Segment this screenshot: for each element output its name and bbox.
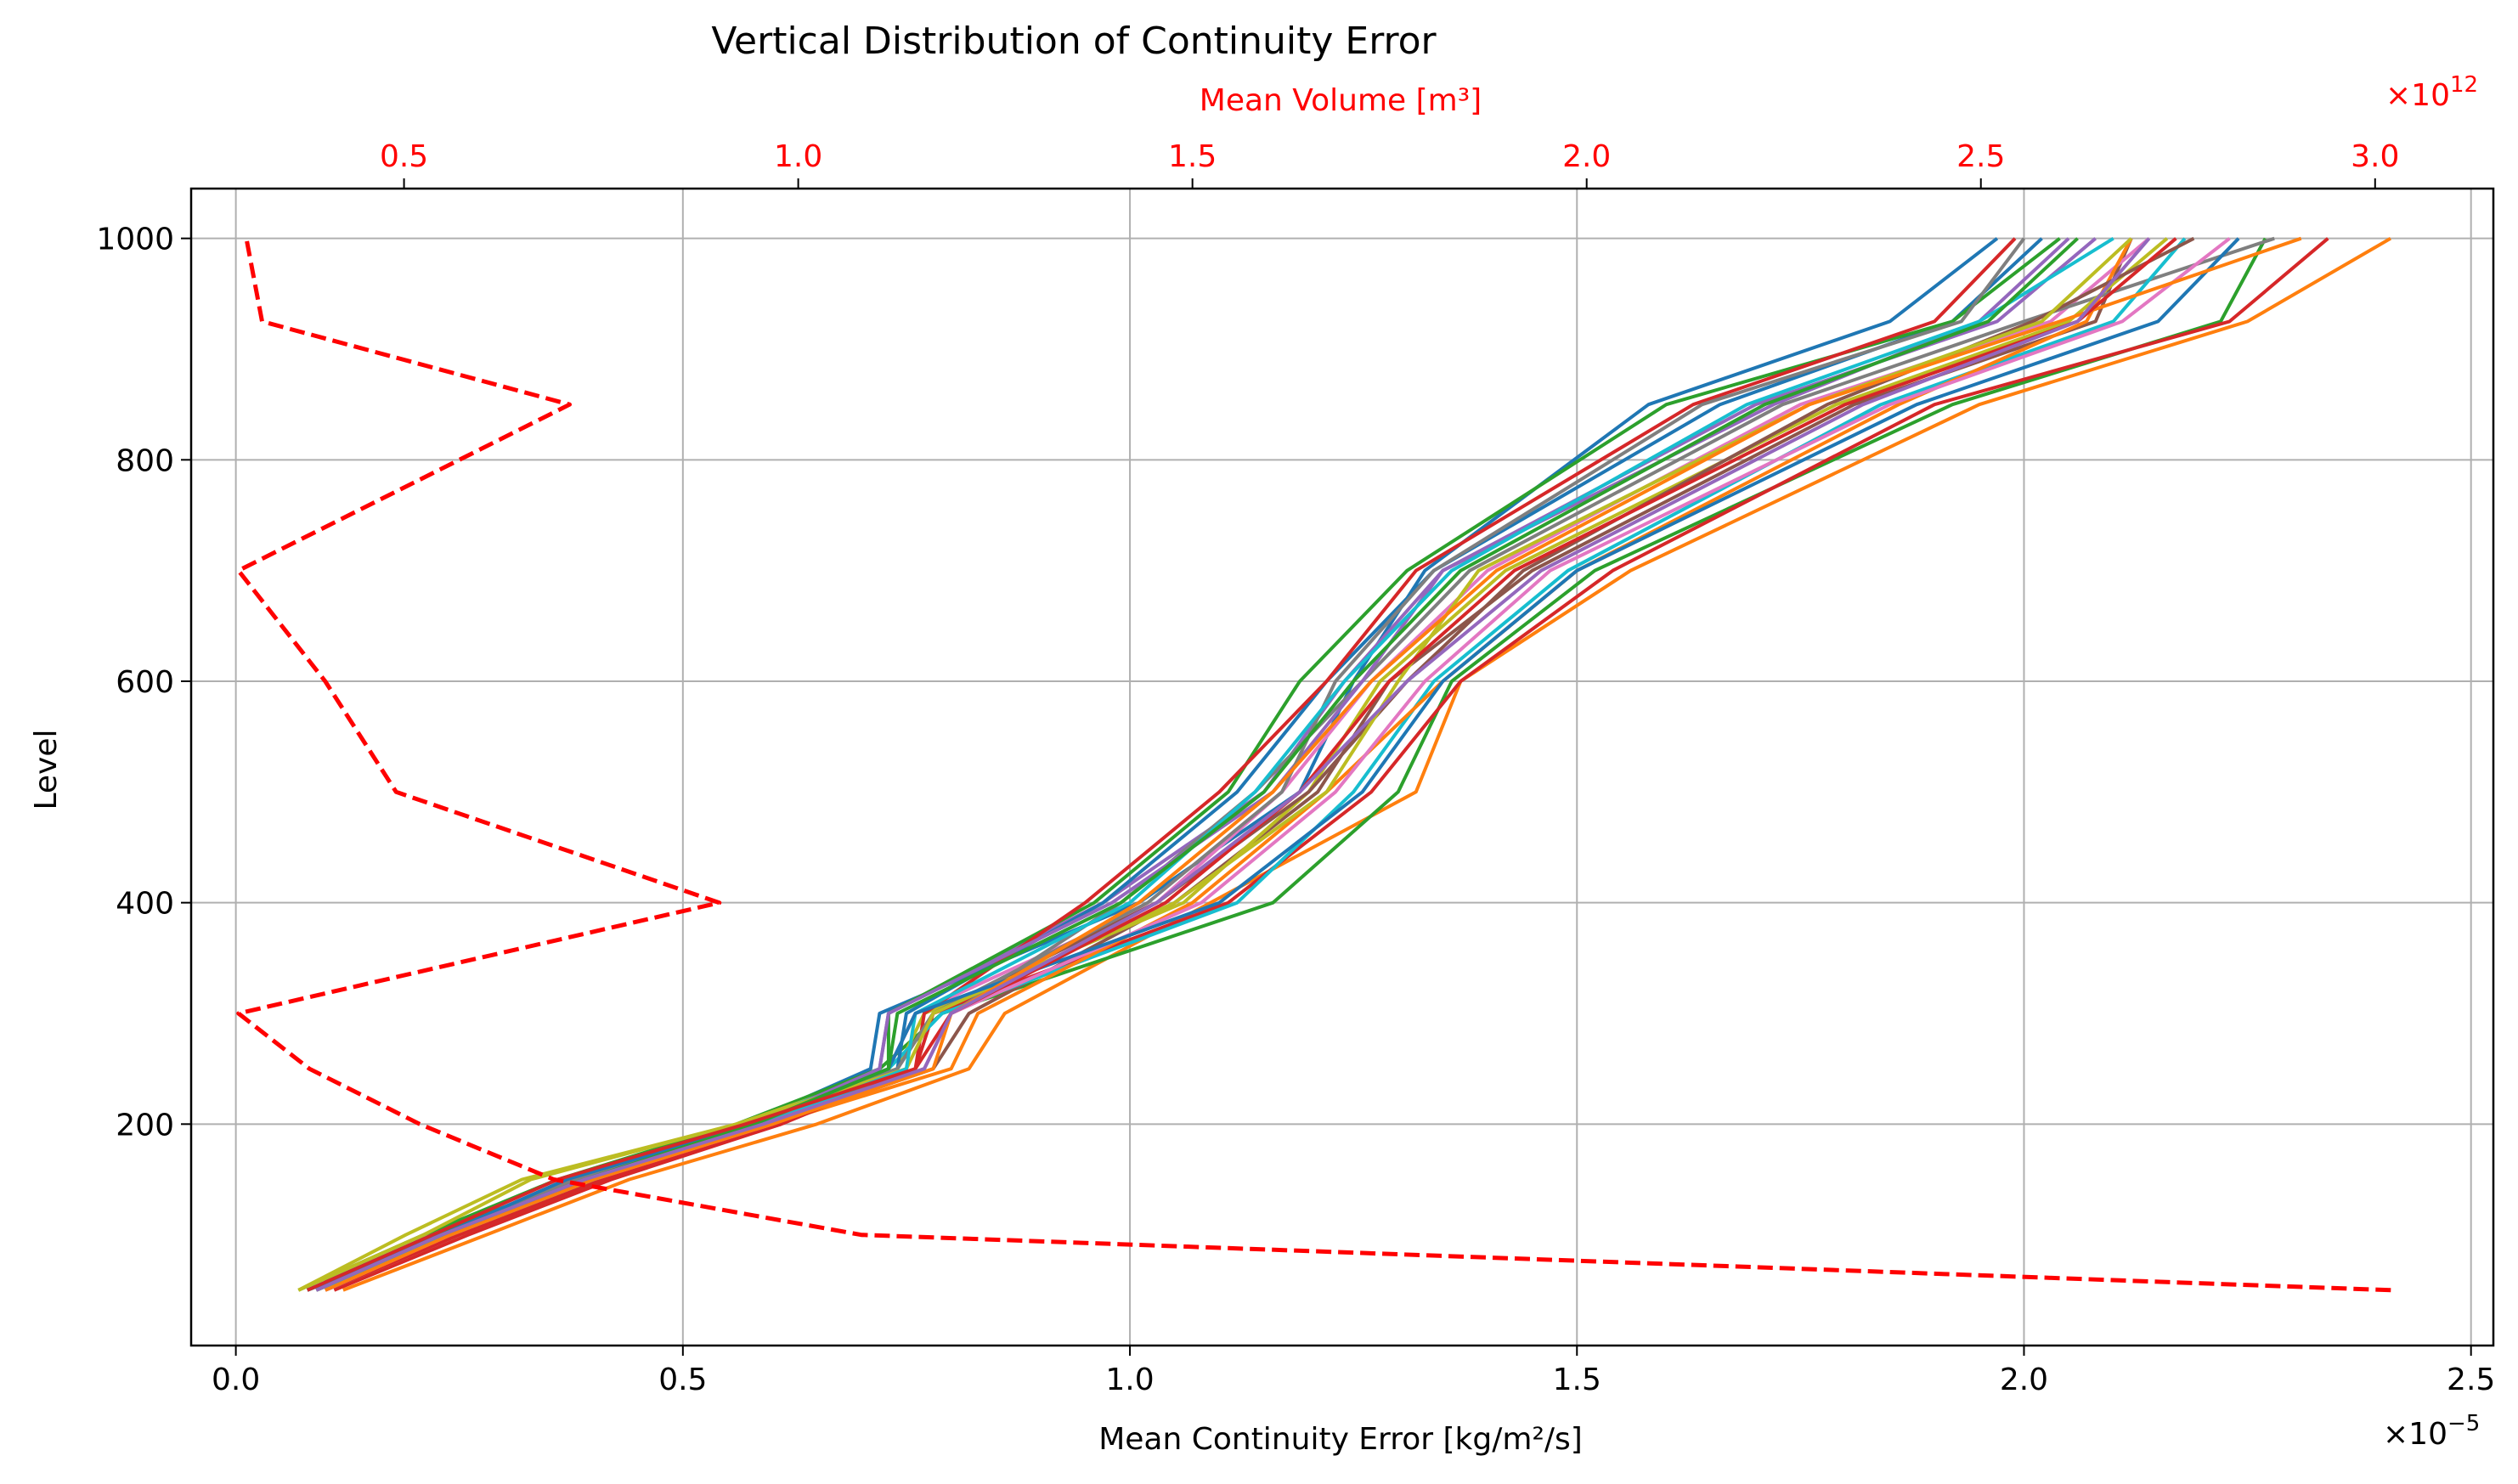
x-axis-exponent-power: −5	[2447, 1411, 2480, 1436]
series-line-21	[307, 237, 2240, 1292]
x-tick-label: 0.0	[212, 1363, 260, 1397]
top-tick-label: 3.0	[2351, 139, 2399, 174]
series-line-22	[325, 236, 2302, 1292]
top-axis-label: Mean Volume [m³]	[1200, 83, 1482, 118]
series-layer	[297, 236, 2392, 1292]
top-tick-label: 2.5	[1956, 139, 2005, 174]
top-tick-label: 1.5	[1168, 139, 1217, 174]
chart-title: Vertical Distribution of Continuity Erro…	[711, 20, 1437, 63]
ticks: 0.0 0.5 1.0 1.5 2.0 2.5 200 400 600 800 1000 0.5 1.0…	[96, 139, 2495, 1397]
plot-frame	[189, 187, 2495, 1347]
x-axis-label: Mean Continuity Error [kg/m²/s]	[1098, 1422, 1583, 1457]
y-tick-label: 600	[116, 665, 174, 700]
x-tick-label: 2.0	[2000, 1363, 2048, 1397]
series-line-2	[342, 236, 2392, 1292]
x-axis-exponent-base: ×10	[2383, 1417, 2447, 1452]
series-line-24	[306, 237, 2177, 1292]
x-axis-exponent: ×10−5	[2383, 1411, 2480, 1452]
series-line-4	[333, 237, 2329, 1292]
series-line-18	[307, 237, 2026, 1292]
top-tick-label: 2.0	[1562, 139, 1611, 174]
series-line-23	[315, 237, 2079, 1292]
series-line-25	[315, 237, 2151, 1292]
x-tick-label: 1.0	[1105, 1363, 1154, 1397]
x-tick-label: 1.5	[1553, 1363, 1601, 1397]
top-axis-exponent-base: ×10	[2385, 78, 2450, 113]
x-tick-label: 0.5	[658, 1363, 707, 1397]
series-line-9	[297, 237, 2169, 1292]
y-axis-label: Level	[29, 729, 64, 810]
y-tick-label: 400	[116, 887, 174, 922]
volume-layer	[236, 238, 2391, 1293]
y-tick-label: 1000	[96, 223, 174, 257]
y-tick-label: 200	[116, 1108, 174, 1143]
top-axis-exponent-power: 12	[2450, 72, 2478, 98]
series-line-14	[325, 237, 2017, 1292]
mean-volume-line	[236, 238, 2391, 1293]
y-tick-label: 800	[116, 443, 174, 478]
grid	[191, 189, 2493, 1346]
x-tick-label: 2.5	[2447, 1363, 2495, 1397]
top-tick-label: 1.0	[774, 139, 822, 174]
top-axis-exponent: ×1012	[2385, 72, 2478, 113]
top-tick-label: 0.5	[380, 139, 428, 174]
